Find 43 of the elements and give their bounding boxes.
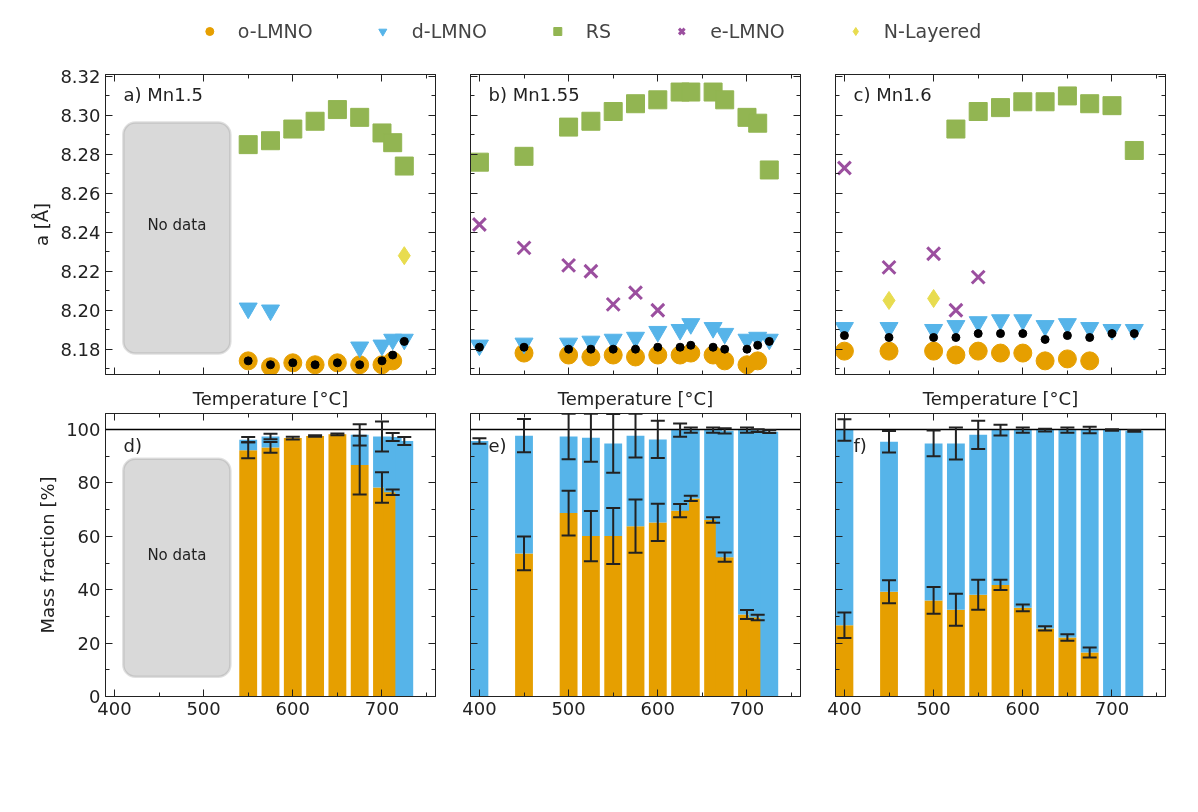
x-axis-title: Temperature [°C] bbox=[191, 387, 349, 409]
annotation: a) Mn1.5 bbox=[123, 83, 203, 105]
y-tick-label: 8.32 bbox=[60, 65, 101, 87]
x-tick-label: 500 bbox=[916, 697, 951, 719]
annotation: d) bbox=[123, 434, 142, 456]
y-tick-label: 100 bbox=[66, 419, 101, 441]
x-tick-label: 400 bbox=[827, 697, 862, 719]
y-tick-label: 8.22 bbox=[60, 260, 101, 282]
x-tick-label: 600 bbox=[275, 697, 310, 719]
y-tick-label: 8.26 bbox=[60, 182, 101, 204]
annotation: b) Mn1.55 bbox=[488, 83, 580, 105]
x-tick-label: 700 bbox=[364, 697, 400, 719]
x-tick-label: 600 bbox=[1005, 697, 1040, 719]
x-tick-label: 700 bbox=[1094, 697, 1130, 719]
x-tick-label: 500 bbox=[186, 697, 221, 719]
legend-label: RS bbox=[585, 20, 612, 42]
x-axis-title: Temperature [°C] bbox=[921, 387, 1079, 409]
y-tick-label: 8.30 bbox=[60, 104, 101, 126]
y-tick-label: 8.28 bbox=[60, 143, 101, 165]
legend-label: N-Layered bbox=[883, 20, 982, 42]
y-tick-label: 8.18 bbox=[60, 338, 101, 360]
annotation: c) Mn1.6 bbox=[853, 83, 932, 105]
legend-label: e-LMNO bbox=[710, 20, 785, 42]
band-label: No data bbox=[147, 215, 207, 234]
y-tick-label: 8.20 bbox=[60, 299, 101, 321]
annotation: e) bbox=[488, 434, 507, 456]
y-tick-label: 8.24 bbox=[60, 221, 101, 243]
y-tick-label: 40 bbox=[77, 579, 101, 601]
y-tick-label: 20 bbox=[77, 632, 101, 654]
y-axis-title: a [Å] bbox=[31, 202, 53, 247]
x-tick-label: 700 bbox=[729, 697, 765, 719]
x-axis-title: Temperature [°C] bbox=[556, 387, 714, 409]
x-tick-label: 500 bbox=[551, 697, 586, 719]
legend-label: o-LMNO bbox=[237, 20, 313, 42]
x-tick-label: 400 bbox=[462, 697, 497, 719]
x-tick-label: 600 bbox=[640, 697, 675, 719]
band-label: No data bbox=[147, 546, 207, 564]
y-tick-label: 0 bbox=[89, 686, 101, 707]
y-tick-label: 80 bbox=[77, 472, 101, 494]
y-tick-label: 60 bbox=[77, 525, 101, 547]
annotation: f) bbox=[853, 434, 867, 456]
y-axis-title: Mass fraction [%] bbox=[37, 476, 59, 634]
legend-label: d-LMNO bbox=[411, 20, 487, 42]
